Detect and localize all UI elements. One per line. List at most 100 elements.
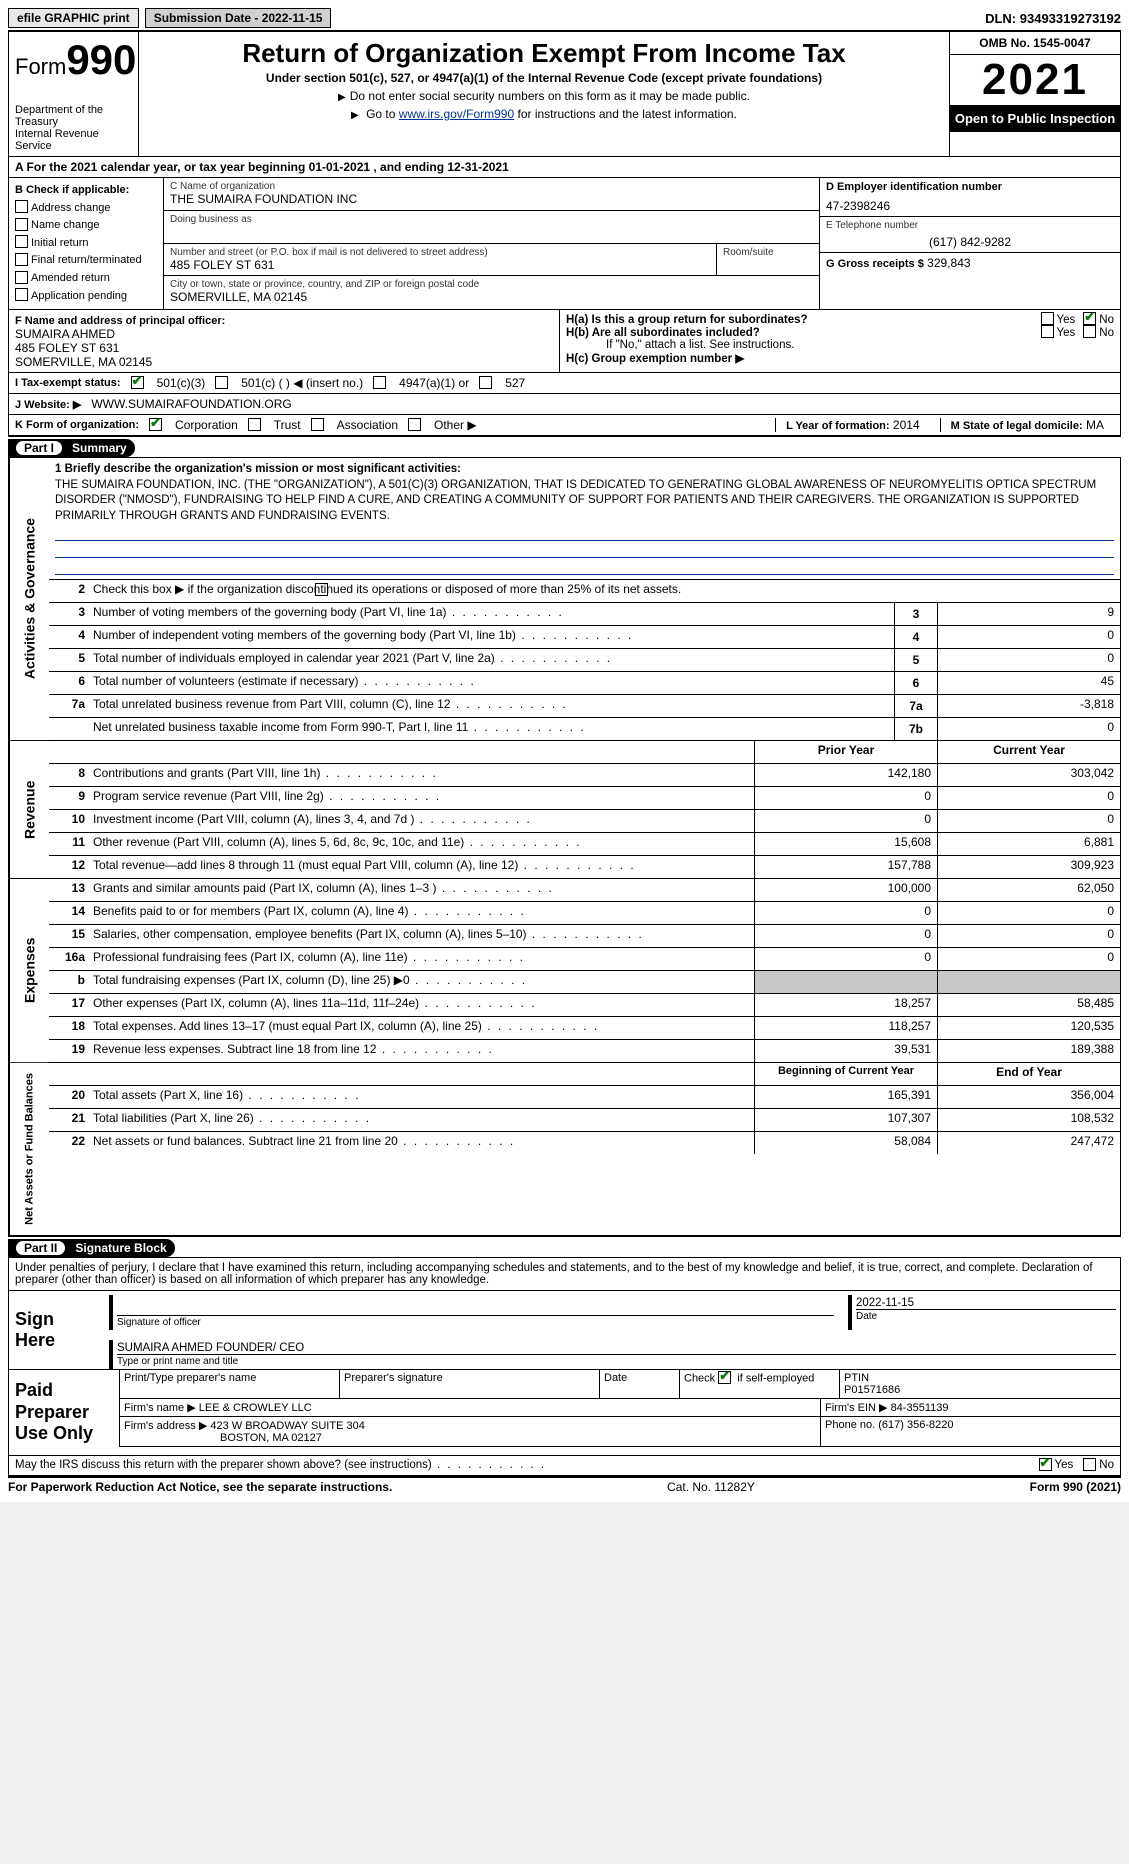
- part1-header-wrap: Part I Summary: [8, 436, 1121, 458]
- revenue-table: Revenue Prior Year Current Year 8 Contri…: [8, 741, 1121, 879]
- table-row: 3 Number of voting members of the govern…: [49, 603, 1120, 626]
- box-i: I Tax-exempt status: 501(c)(3) 501(c) ( …: [9, 372, 1120, 393]
- website: WWW.SUMAIRAFOUNDATION.ORG: [91, 397, 291, 411]
- submission-date-button[interactable]: Submission Date - 2022-11-15: [145, 8, 332, 28]
- box-h: H(a) Is this a group return for subordin…: [560, 310, 1120, 372]
- table-row: 20 Total assets (Part X, line 16) 165,39…: [49, 1086, 1120, 1109]
- cb-501c[interactable]: [215, 376, 228, 389]
- irs-link[interactable]: www.irs.gov/Form990: [399, 107, 514, 121]
- declaration: Under penalties of perjury, I declare th…: [9, 1258, 1120, 1290]
- cb-trust[interactable]: [248, 418, 261, 431]
- part2-header: Part II Signature Block: [8, 1239, 175, 1257]
- table-row: 7a Total unrelated business revenue from…: [49, 695, 1120, 718]
- prep-header-row: Print/Type preparer's name Preparer's si…: [119, 1370, 1120, 1399]
- part2-header-wrap: Part II Signature Block: [8, 1236, 1121, 1258]
- box-f: F Name and address of principal officer:…: [9, 310, 560, 372]
- officer-name-title: SUMAIRA AHMED FOUNDER/ CEO: [117, 1342, 1116, 1354]
- tax-year: 2021: [950, 55, 1120, 105]
- cb-self-employed[interactable]: [718, 1371, 731, 1384]
- cb-final-return[interactable]: [15, 253, 28, 266]
- title-cell: Return of Organization Exempt From Incom…: [139, 32, 950, 156]
- mission-block: 1 Briefly describe the organization's mi…: [49, 458, 1120, 579]
- ptin: P01571686: [844, 1384, 900, 1396]
- sig-date: 2022-11-15: [856, 1297, 1116, 1309]
- signature-block: Under penalties of perjury, I declare th…: [8, 1258, 1121, 1476]
- prep-phone: (617) 356-8220: [878, 1419, 953, 1431]
- form-subtitle: Under section 501(c), 527, or 4947(a)(1)…: [145, 71, 943, 85]
- cb-501c3[interactable]: [131, 376, 144, 389]
- discuss-no[interactable]: [1083, 1458, 1096, 1471]
- cb-other[interactable]: [408, 418, 421, 431]
- ein: 47-2398246: [826, 193, 1114, 213]
- domicile: MA: [1086, 418, 1104, 432]
- hb-yes[interactable]: [1041, 325, 1054, 338]
- table-row: 5 Total number of individuals employed i…: [49, 649, 1120, 672]
- firm-name: LEE & CROWLEY LLC: [199, 1402, 312, 1414]
- box-b: B Check if applicable: Address change Na…: [9, 178, 164, 309]
- table-row: 22 Net assets or fund balances. Subtract…: [49, 1132, 1120, 1154]
- info-block: A For the 2021 calendar year, or tax yea…: [8, 157, 1121, 436]
- open-to-public: Open to Public Inspection: [950, 105, 1120, 132]
- dln: DLN: 93493319273192: [985, 11, 1121, 26]
- cb-assoc[interactable]: [311, 418, 324, 431]
- box-klm: K Form of organization: Corporation Trus…: [9, 414, 1120, 435]
- table-row: 21 Total liabilities (Part X, line 26) 1…: [49, 1109, 1120, 1132]
- cb-corp[interactable]: [149, 418, 162, 431]
- expenses-table: Expenses 13 Grants and similar amounts p…: [8, 879, 1121, 1063]
- part1-header: Part I Summary: [8, 439, 135, 457]
- form-990-page: efile GRAPHIC print Submission Date - 20…: [0, 0, 1129, 1502]
- table-row: 12 Total revenue—add lines 8 through 11 …: [49, 856, 1120, 878]
- sign-here-label: Sign Here: [9, 1291, 99, 1369]
- ha-no[interactable]: [1083, 312, 1096, 325]
- table-row: 14 Benefits paid to or for members (Part…: [49, 902, 1120, 925]
- officer-name: SUMAIRA AHMED: [15, 327, 115, 341]
- bcd-grid: B Check if applicable: Address change Na…: [9, 178, 1120, 309]
- table-row: 10 Investment income (Part VIII, column …: [49, 810, 1120, 833]
- table-row: Net unrelated business taxable income fr…: [49, 718, 1120, 740]
- discuss-row: May the IRS discuss this return with the…: [9, 1455, 1120, 1475]
- side-expenses: Expenses: [9, 879, 49, 1062]
- table-row: 15 Salaries, other compensation, employe…: [49, 925, 1120, 948]
- cb-discontinued[interactable]: [315, 583, 328, 596]
- form-word: Form: [15, 54, 66, 79]
- cb-initial-return[interactable]: [15, 235, 28, 248]
- table-row: 16a Professional fundraising fees (Part …: [49, 948, 1120, 971]
- table-row: 9 Program service revenue (Part VIII, li…: [49, 787, 1120, 810]
- gross-receipts: 329,843: [927, 256, 970, 270]
- table-row: 8 Contributions and grants (Part VIII, l…: [49, 764, 1120, 787]
- cb-name-change[interactable]: [15, 218, 28, 231]
- box-c: C Name of organization THE SUMAIRA FOUND…: [164, 178, 820, 309]
- table-row: 13 Grants and similar amounts paid (Part…: [49, 879, 1120, 902]
- side-revenue: Revenue: [9, 741, 49, 878]
- table-row: b Total fundraising expenses (Part IX, c…: [49, 971, 1120, 994]
- cb-527[interactable]: [479, 376, 492, 389]
- cb-4947[interactable]: [373, 376, 386, 389]
- rev-header: Prior Year Current Year: [49, 741, 1120, 764]
- firm-ein: 84-3551139: [891, 1402, 949, 1414]
- period-line: A For the 2021 calendar year, or tax yea…: [9, 157, 1120, 178]
- discuss-yes[interactable]: [1039, 1458, 1052, 1471]
- table-row: 19 Revenue less expenses. Subtract line …: [49, 1040, 1120, 1062]
- net-header: Beginning of Current Year End of Year: [49, 1063, 1120, 1086]
- form-number-cell: Form990 Department of the Treasury Inter…: [9, 32, 139, 156]
- form-number: 990: [66, 36, 136, 83]
- footer: For Paperwork Reduction Act Notice, see …: [8, 1476, 1121, 1494]
- cb-app-pending[interactable]: [15, 288, 28, 301]
- hb-no[interactable]: [1083, 325, 1096, 338]
- ha-yes[interactable]: [1041, 312, 1054, 325]
- table-row: 6 Total number of volunteers (estimate i…: [49, 672, 1120, 695]
- mission-text: THE SUMAIRA FOUNDATION, INC. (THE "ORGAN…: [55, 479, 1096, 522]
- table-row: 11 Other revenue (Part VIII, column (A),…: [49, 833, 1120, 856]
- cb-amended[interactable]: [15, 271, 28, 284]
- org-name: THE SUMAIRA FOUNDATION INC: [170, 192, 813, 206]
- year-formation: 2014: [893, 418, 920, 432]
- efile-print-button[interactable]: efile GRAPHIC print: [8, 8, 139, 28]
- box-j: J Website: ▶ WWW.SUMAIRAFOUNDATION.ORG: [9, 393, 1120, 414]
- right-header-cell: OMB No. 1545-0047 2021 Open to Public In…: [950, 32, 1120, 156]
- table-row: 17 Other expenses (Part IX, column (A), …: [49, 994, 1120, 1017]
- dept-treasury: Department of the Treasury Internal Reve…: [15, 104, 132, 152]
- side-netassets: Net Assets or Fund Balances: [9, 1063, 49, 1235]
- cb-address-change[interactable]: [15, 200, 28, 213]
- side-gov: Activities & Governance: [9, 458, 49, 740]
- top-bar: efile GRAPHIC print Submission Date - 20…: [8, 8, 1121, 32]
